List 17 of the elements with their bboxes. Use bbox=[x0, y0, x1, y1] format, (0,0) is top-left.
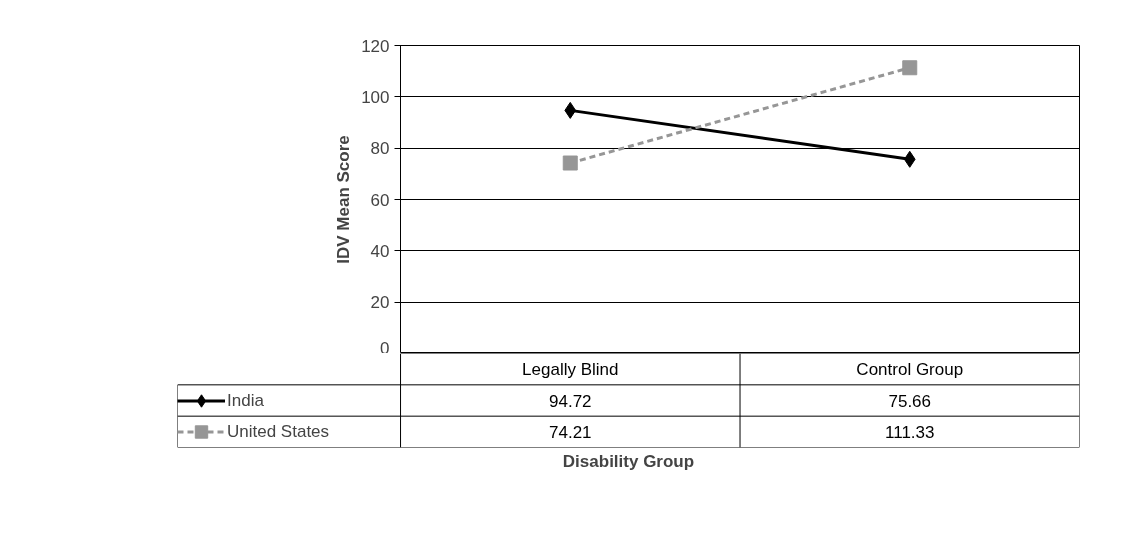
data-label: 94.72 bbox=[549, 391, 592, 411]
y-tick-label: 0 bbox=[380, 338, 390, 358]
data-label: 111.33 bbox=[885, 422, 935, 442]
y-tick-label: 120 bbox=[361, 36, 390, 56]
legend-label: India bbox=[227, 389, 264, 412]
y-axis-title: IDV Mean Score bbox=[334, 135, 354, 264]
legend-label: United States bbox=[227, 420, 330, 443]
data-label: 74.21 bbox=[549, 422, 592, 442]
y-tick-label: 100 bbox=[361, 87, 390, 107]
y-tick-label: 20 bbox=[370, 293, 390, 313]
x-tick-label: Control Group bbox=[856, 359, 964, 379]
y-tick-label: 40 bbox=[370, 241, 390, 261]
data-label: 75.66 bbox=[888, 391, 932, 411]
x-tick-label: Legally Blind bbox=[522, 359, 619, 379]
y-tick-label: 80 bbox=[370, 139, 390, 159]
x-axis-title: Disability Group bbox=[562, 451, 695, 471]
y-tick-label: 60 bbox=[370, 190, 390, 210]
